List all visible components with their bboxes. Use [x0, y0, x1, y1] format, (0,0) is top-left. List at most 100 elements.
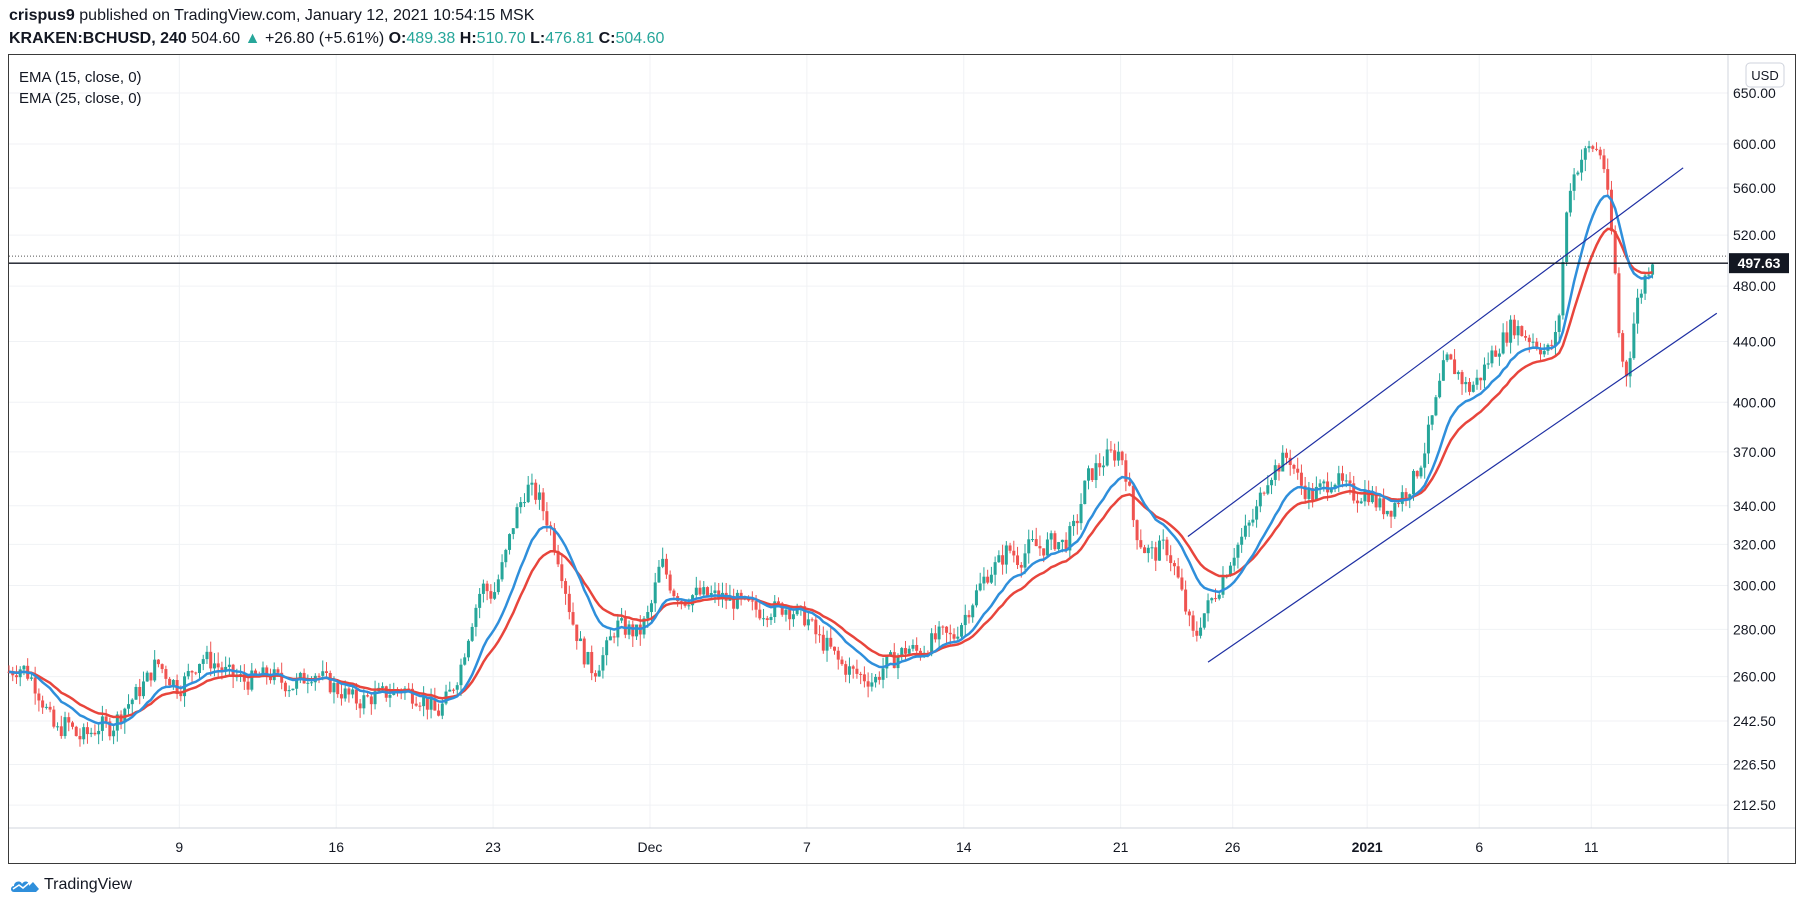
candles — [7, 140, 1655, 747]
candle-up — [900, 648, 904, 657]
candle-up — [1004, 545, 1008, 565]
symbol-label[interactable]: KRAKEN:BCHUSD, 240 — [9, 30, 187, 47]
candle-down — [14, 675, 18, 678]
candle-down — [1348, 480, 1352, 484]
candle-down — [1591, 146, 1595, 149]
candle-up — [1318, 483, 1322, 487]
candle-up — [145, 672, 149, 682]
candle-down — [1001, 555, 1005, 565]
candle-up — [362, 695, 366, 709]
candle-up — [930, 633, 934, 655]
candle-down — [1016, 555, 1020, 565]
candle-up — [429, 698, 433, 710]
tradingview-brand[interactable]: TradingView — [10, 876, 132, 894]
candle-up — [1419, 467, 1423, 477]
candle-up — [1105, 449, 1109, 466]
candle-down — [1303, 485, 1307, 499]
candle-down — [915, 644, 919, 651]
candle-down — [948, 632, 952, 635]
x-tick-label: 7 — [803, 839, 811, 855]
candle-up — [661, 558, 665, 567]
candle-down — [354, 689, 358, 704]
candle-down — [1143, 547, 1147, 554]
candle-down — [1512, 319, 1516, 336]
candle-down — [1075, 520, 1079, 524]
candle-down — [836, 650, 840, 660]
publisher-name[interactable]: crispus9 — [9, 7, 75, 24]
candle-up — [1411, 470, 1415, 495]
candle-down — [268, 677, 272, 681]
candle-down — [194, 672, 198, 674]
candle-down — [369, 696, 373, 705]
candle-up — [971, 605, 975, 618]
chart-frame[interactable] — [8, 54, 1796, 864]
candle-down — [840, 659, 844, 665]
candle-down — [1262, 492, 1266, 494]
candle-up — [306, 682, 310, 684]
candle-up — [44, 706, 48, 708]
candle-down — [366, 695, 370, 697]
candle-down — [1172, 563, 1176, 567]
ema-15-label[interactable]: EMA (15, close, 0) — [19, 69, 142, 86]
price-label-box — [1729, 253, 1789, 274]
indicator-legend[interactable]: EMA (15, close, 0) EMA (25, close, 0) — [19, 67, 142, 109]
candle-up — [1385, 510, 1389, 515]
candle-up — [1030, 539, 1034, 541]
candle-down — [265, 667, 269, 678]
candle-down — [1139, 540, 1143, 548]
candle-down — [1624, 361, 1628, 377]
candle-up — [870, 682, 874, 687]
candle-down — [1520, 326, 1524, 337]
candle-up — [1157, 540, 1161, 561]
candle-up — [825, 637, 829, 651]
y-tick-label: 320.00 — [1733, 536, 1776, 552]
candle-down — [85, 727, 89, 735]
candle-up — [1583, 148, 1587, 160]
candle-down — [1602, 155, 1606, 170]
x-tick-label: 16 — [328, 839, 344, 855]
candle-up — [310, 682, 314, 684]
candle-down — [179, 694, 183, 697]
candle-up — [29, 677, 33, 679]
candle-down — [164, 669, 168, 679]
candle-up — [127, 704, 131, 709]
candle-down — [567, 593, 571, 613]
x-tick-label: 26 — [1225, 839, 1241, 855]
candle-up — [1651, 264, 1655, 275]
candle-up — [470, 626, 474, 641]
candle-down — [552, 528, 556, 551]
candle-down — [216, 663, 220, 668]
candle-up — [1580, 159, 1584, 173]
x-tick-label: 6 — [1475, 839, 1483, 855]
candle-up — [702, 587, 706, 595]
candle-up — [1490, 350, 1494, 364]
candle-up — [791, 614, 795, 620]
candle-down — [1113, 450, 1117, 461]
candle-up — [1045, 539, 1049, 556]
candle-up — [1240, 536, 1244, 545]
candle-down — [668, 574, 672, 591]
candle-up — [881, 668, 885, 680]
candle-up — [511, 528, 515, 535]
candle-down — [156, 659, 160, 665]
price-change: +26.80 (+5.61%) — [264, 30, 385, 47]
candle-down — [1535, 341, 1539, 349]
candle-down — [418, 705, 422, 707]
candle-up — [1210, 598, 1214, 601]
ema-25-label[interactable]: EMA (25, close, 0) — [19, 90, 142, 107]
candle-down — [698, 587, 702, 595]
candle-up — [515, 507, 519, 529]
candle-up — [1456, 372, 1460, 375]
candle-up — [1083, 480, 1087, 505]
y-tick-label: 650.00 — [1733, 85, 1776, 101]
candle-up — [291, 688, 295, 691]
candle-up — [463, 657, 467, 665]
candle-down — [1154, 547, 1158, 561]
candle-down — [1404, 492, 1408, 498]
candle-up — [1221, 577, 1225, 595]
candle-up — [1497, 353, 1501, 357]
candle-up — [601, 655, 605, 671]
trend-channel — [1187, 167, 1718, 663]
candle-down — [220, 667, 224, 672]
